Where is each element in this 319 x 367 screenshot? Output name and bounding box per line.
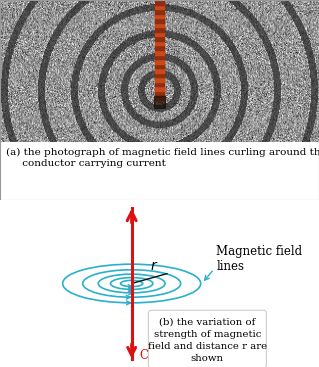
Bar bbox=[155, 95, 164, 100]
Text: (b) the variation of
strength of magnetic
field and distance r are
shown: (b) the variation of strength of magneti… bbox=[148, 318, 267, 363]
Bar bbox=[155, 86, 164, 91]
Bar bbox=[155, 68, 164, 73]
Bar bbox=[155, 36, 164, 41]
Text: Magnetic field
lines: Magnetic field lines bbox=[216, 245, 302, 273]
Bar bbox=[0, 142, 319, 200]
Bar bbox=[155, 18, 164, 23]
Bar bbox=[155, 14, 164, 18]
Bar bbox=[155, 41, 164, 46]
Bar bbox=[155, 9, 164, 14]
Bar bbox=[155, 59, 164, 63]
Bar bbox=[155, 27, 164, 32]
Bar bbox=[155, 4, 164, 9]
FancyBboxPatch shape bbox=[148, 310, 266, 367]
Bar bbox=[155, 0, 164, 4]
Text: Current: Current bbox=[139, 349, 186, 362]
Bar bbox=[155, 32, 164, 36]
Bar bbox=[154, 96, 165, 108]
Bar bbox=[155, 63, 164, 68]
Bar bbox=[155, 91, 164, 95]
Bar bbox=[155, 55, 164, 59]
Bar bbox=[155, 23, 164, 27]
Bar bbox=[155, 73, 164, 77]
Bar bbox=[155, 82, 164, 86]
Text: (a) the photograph of magnetic field lines curling around the
     conductor car: (a) the photograph of magnetic field lin… bbox=[6, 148, 319, 168]
Bar bbox=[155, 46, 164, 50]
Bar bbox=[155, 50, 164, 55]
Text: r: r bbox=[151, 259, 156, 273]
Bar bbox=[155, 77, 164, 82]
